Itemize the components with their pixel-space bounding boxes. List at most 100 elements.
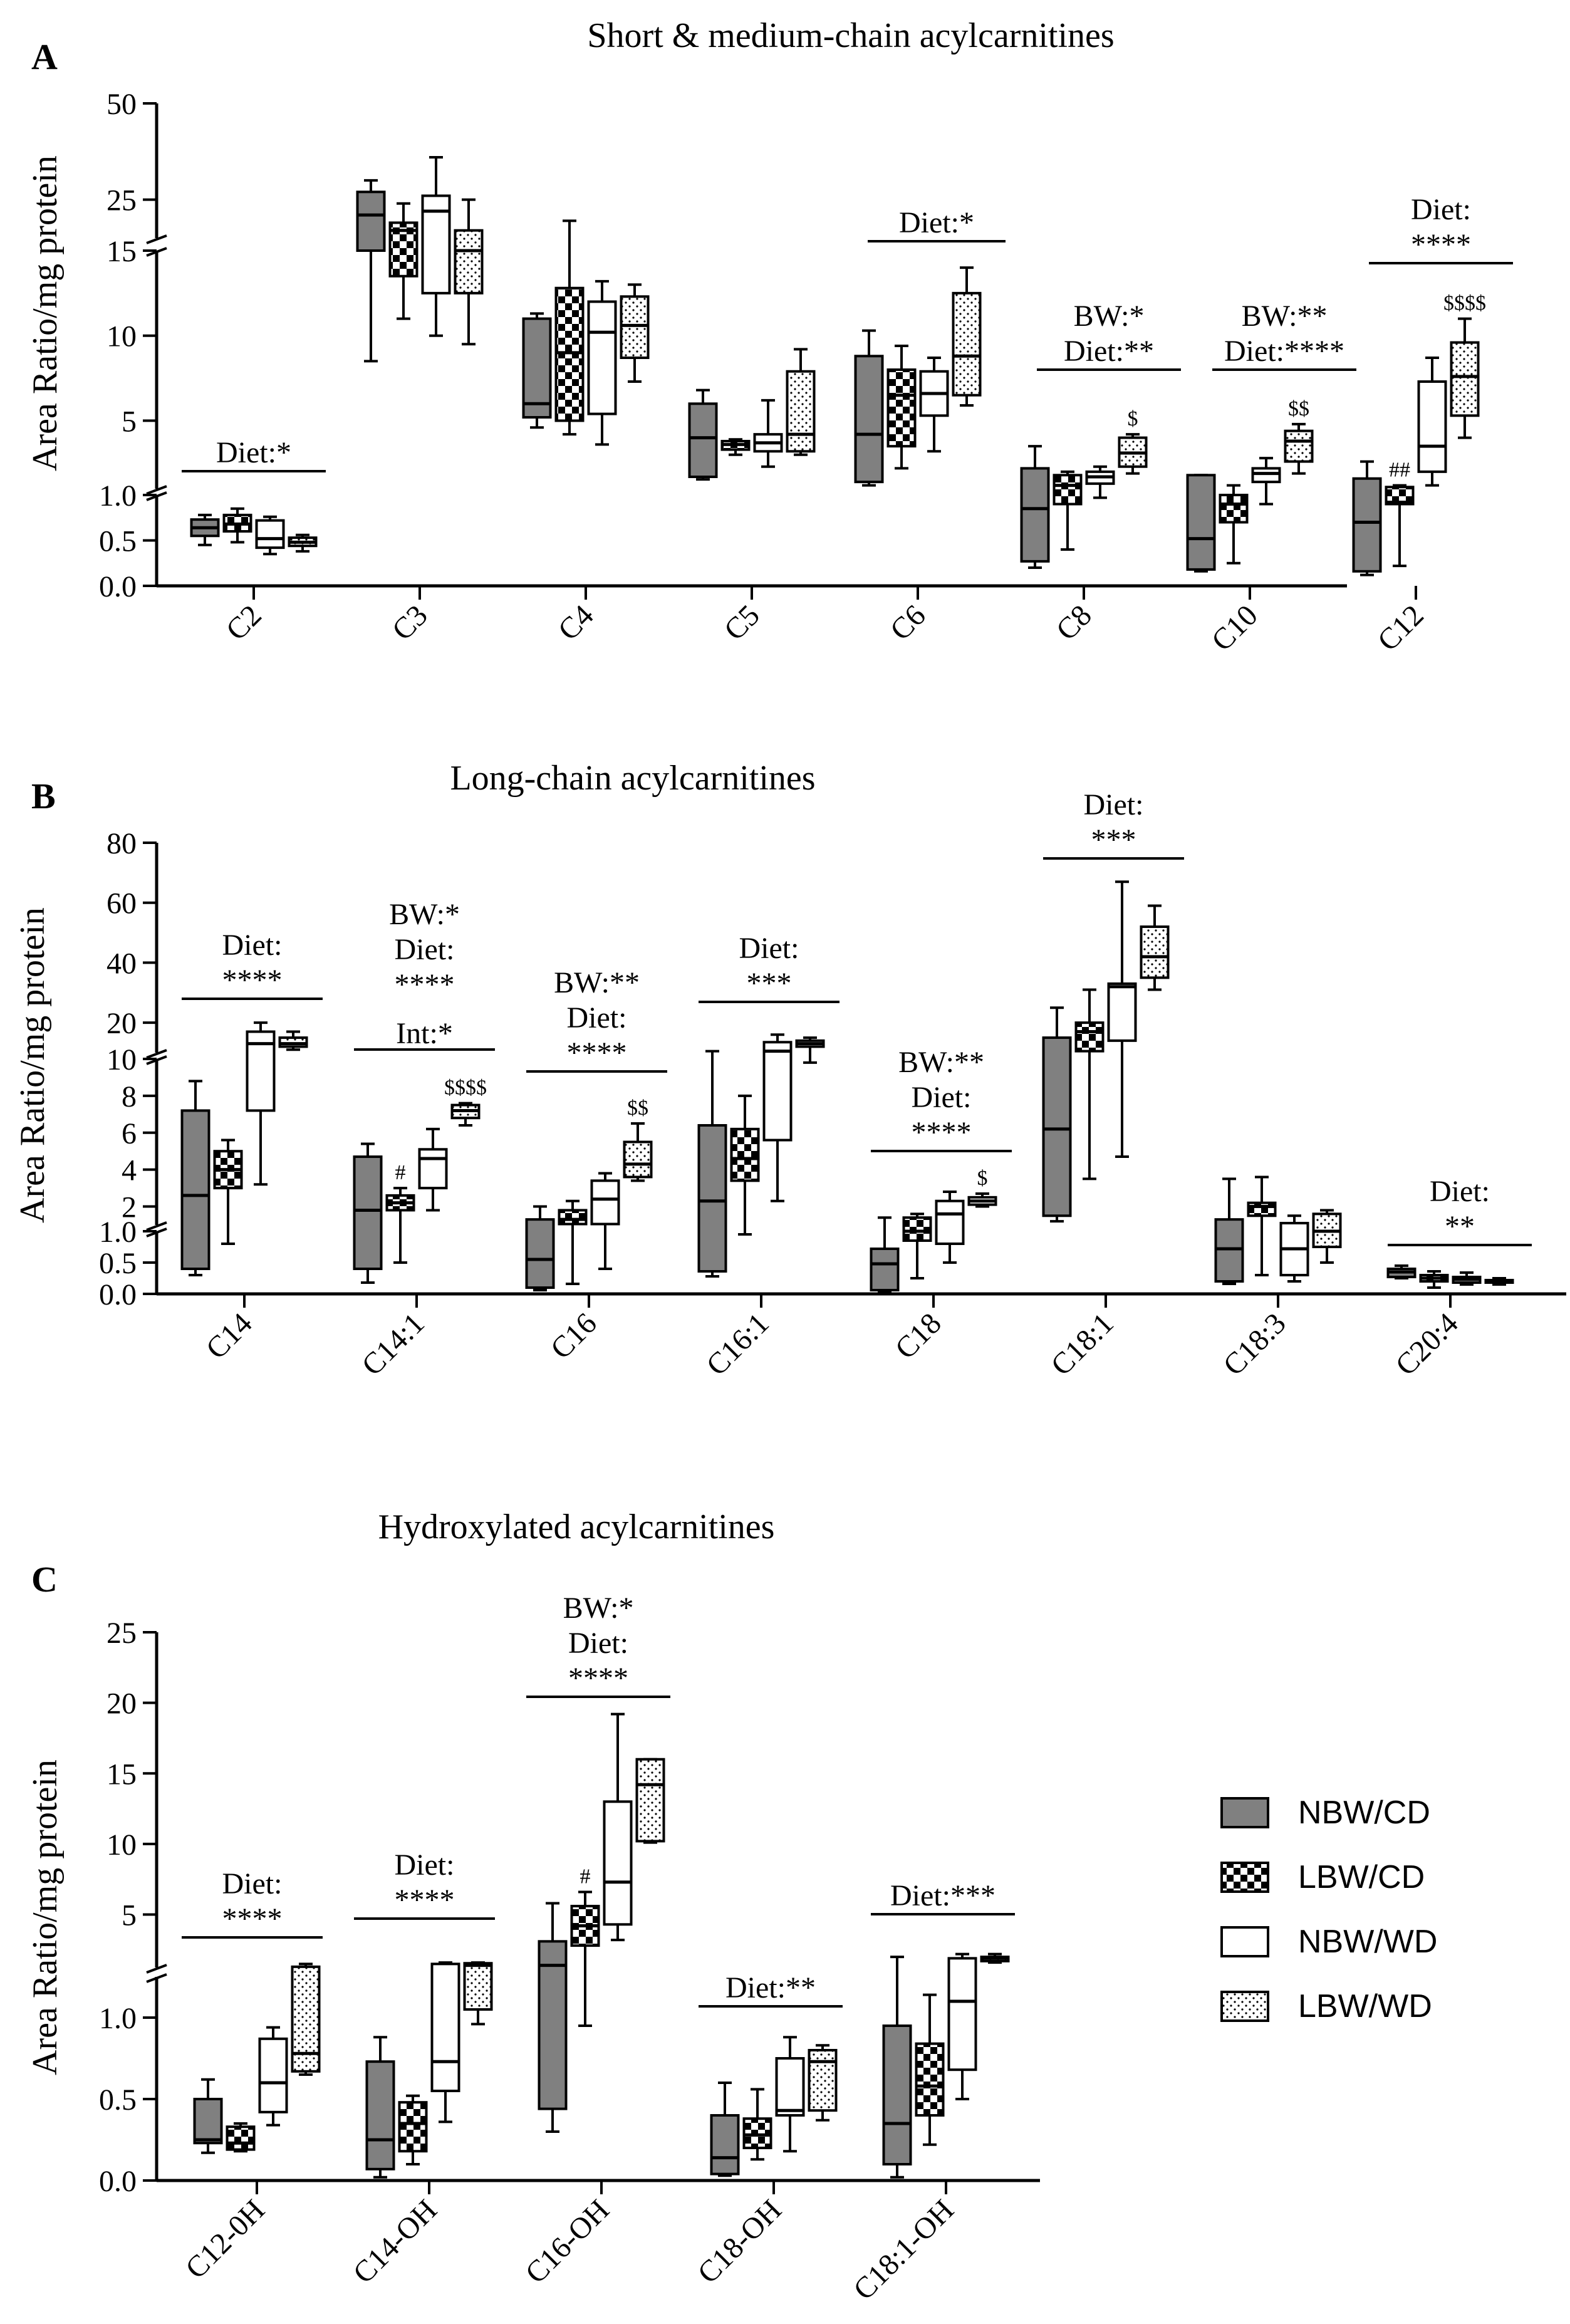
box-iqr (587, 300, 617, 415)
y-tick-label: 80 (107, 827, 137, 860)
box-c18-1-lbw-cd (1074, 988, 1105, 1180)
annotation-text-c6: Diet:* (899, 206, 974, 239)
box-c16-lbw-cd (558, 1199, 588, 1285)
box-iqr (854, 355, 884, 484)
box-c2-nbw-cd (190, 513, 220, 546)
box-iqr (952, 291, 982, 397)
box-c10-nbw-cd (1186, 474, 1216, 573)
panel-a-annotations: $ $$##$$$$Diet:*Diet:*BW:*Diet:**BW:**Die… (182, 193, 1513, 482)
box-iqr (454, 229, 484, 294)
axis-break-mark (146, 491, 167, 501)
box-iqr (590, 1179, 620, 1226)
x-tick-label-c16-oh: C16-OH (519, 2193, 615, 2290)
box-c18-1-oh-lbw-cd (915, 1993, 945, 2146)
box-iqr (603, 1800, 633, 1926)
annotation-text-c10: Diet:**** (1224, 335, 1344, 368)
box-iqr (1352, 477, 1382, 573)
box-iqr (353, 1155, 383, 1270)
box-c18-oh-lbw-cd (742, 2088, 772, 2161)
x-tick-label-c12-0h: C12-0H (179, 2193, 271, 2285)
box-iqr (882, 2024, 912, 2165)
y-tick-label: 1.0 (99, 1216, 137, 1249)
box-iqr (522, 317, 552, 419)
box-iqr (538, 1940, 568, 2110)
annotation-text-c14-oh: Diet: (395, 1848, 455, 1882)
box-c14-nbw-wd (246, 1021, 276, 1186)
x-tick-label-c18-1: C18:1 (1044, 1306, 1120, 1382)
box-c2-nbw-wd (255, 515, 285, 556)
box-c10-nbw-wd (1251, 457, 1281, 506)
box-iqr (180, 1109, 211, 1271)
axis-break-mark (146, 1973, 167, 1983)
panel-b: B Long-chain acylcarnitines Area Ratio/m… (13, 759, 1566, 1382)
box-iqr (1284, 429, 1314, 463)
y-tick-label: 0.0 (99, 1278, 137, 1311)
box-c6-lbw-cd (886, 345, 917, 470)
box-c8-lbw-wd (1118, 433, 1148, 475)
panel-a-y-axis: 0.0 0.5 1.0 5 10 15 25 50 (99, 88, 167, 603)
box-iqr (742, 2117, 772, 2149)
box-iqr (775, 2057, 805, 2117)
box-iqr (935, 1199, 965, 1245)
panel-c-ylabel: Area Ratio/mg protein (26, 1759, 65, 2075)
box-c12-0h-lbw-cd (226, 2122, 256, 2153)
legend-swatch-lbw-cd (1220, 1862, 1269, 1893)
axis-break-mark (146, 1049, 167, 1059)
box-c12-0h-nbw-cd (193, 2078, 223, 2154)
y-tick-label: 0.5 (99, 1247, 137, 1280)
box-c18-nbw-wd (935, 1191, 965, 1264)
box-c16-nbw-wd (590, 1172, 620, 1270)
box-c10-lbw-wd (1284, 422, 1314, 475)
legend-label-nbw-wd: NBW/WD (1298, 1924, 1437, 1960)
box-c3-lbw-cd (388, 202, 418, 320)
panel-c-plot (193, 1712, 1010, 2179)
axis-break-mark (146, 485, 167, 495)
box-c16-1-nbw-wd (762, 1033, 793, 1202)
panel-c-x-axis: C12-0H C14-OH C16-OH C18-OH C18:1-OH (157, 2179, 1040, 2306)
box-c5-lbw-cd (720, 438, 751, 456)
panel-c: C Hydroxylated acylcarnitines Area Ratio… (26, 1508, 1040, 2306)
box-iqr (554, 286, 585, 422)
significance-marker: ## (1389, 459, 1410, 482)
box-c2-lbw-cd (222, 507, 252, 544)
box-c4-nbw-wd (587, 279, 617, 446)
y-tick-label: 0.5 (99, 525, 137, 558)
y-tick-label: 10 (107, 320, 137, 353)
annotation-text-c16-1: *** (747, 967, 792, 1000)
y-tick-label: 40 (107, 947, 137, 980)
box-c18-1-oh-nbw-wd (947, 1952, 977, 2100)
legend-swatch-lbw-wd (1220, 1991, 1269, 2022)
box-iqr (688, 402, 718, 478)
box-iqr (1219, 494, 1249, 524)
annotation-text-c14-1: BW:* (389, 898, 460, 931)
box-c18-3-lbw-cd (1247, 1175, 1277, 1276)
x-tick-label-c3: C3 (386, 598, 434, 647)
y-tick-label: 5 (122, 405, 137, 438)
significance-marker: $$$$ (444, 1076, 487, 1100)
annotation-text-c18-1: *** (1091, 823, 1136, 857)
box-c6-nbw-wd (919, 357, 949, 453)
box-c6-lbw-wd (952, 266, 982, 407)
y-tick-label: 1.0 (99, 2002, 137, 2035)
significance-marker: # (580, 1865, 591, 1888)
box-c18-1-oh-nbw-cd (882, 1956, 912, 2179)
annotation-text-c16-oh: BW:* (563, 1592, 634, 1625)
box-c6-nbw-cd (854, 329, 884, 487)
box-iqr (635, 1758, 665, 1843)
annotation-text-c18-1: Diet: (1084, 788, 1144, 821)
y-tick-label: 10 (107, 1828, 137, 1862)
box-c12-lbw-cd (1385, 484, 1415, 568)
y-tick-label: 1.0 (99, 479, 137, 513)
box-c16-oh-nbw-cd (538, 1902, 568, 2133)
box-c16-1-lbw-wd (795, 1036, 825, 1064)
panel-b-annotations: #$$$$$$$Diet:****BW:*Diet:****Int:*BW:**… (182, 788, 1532, 1246)
x-tick-label-c16-1: C16:1 (700, 1306, 775, 1382)
box-iqr (525, 1218, 555, 1289)
panel-a-letter: A (31, 36, 58, 77)
box-c12-lbw-wd (1450, 317, 1480, 439)
y-tick-label: 5 (122, 1899, 137, 1932)
panel-c-annotations: #Diet:****Diet:****BW:*Diet:****Diet:**D… (182, 1592, 1015, 2008)
box-c18-lbw-cd (902, 1212, 932, 1279)
box-c20-4-lbw-cd (1419, 1270, 1449, 1289)
box-iqr (430, 1962, 460, 2092)
